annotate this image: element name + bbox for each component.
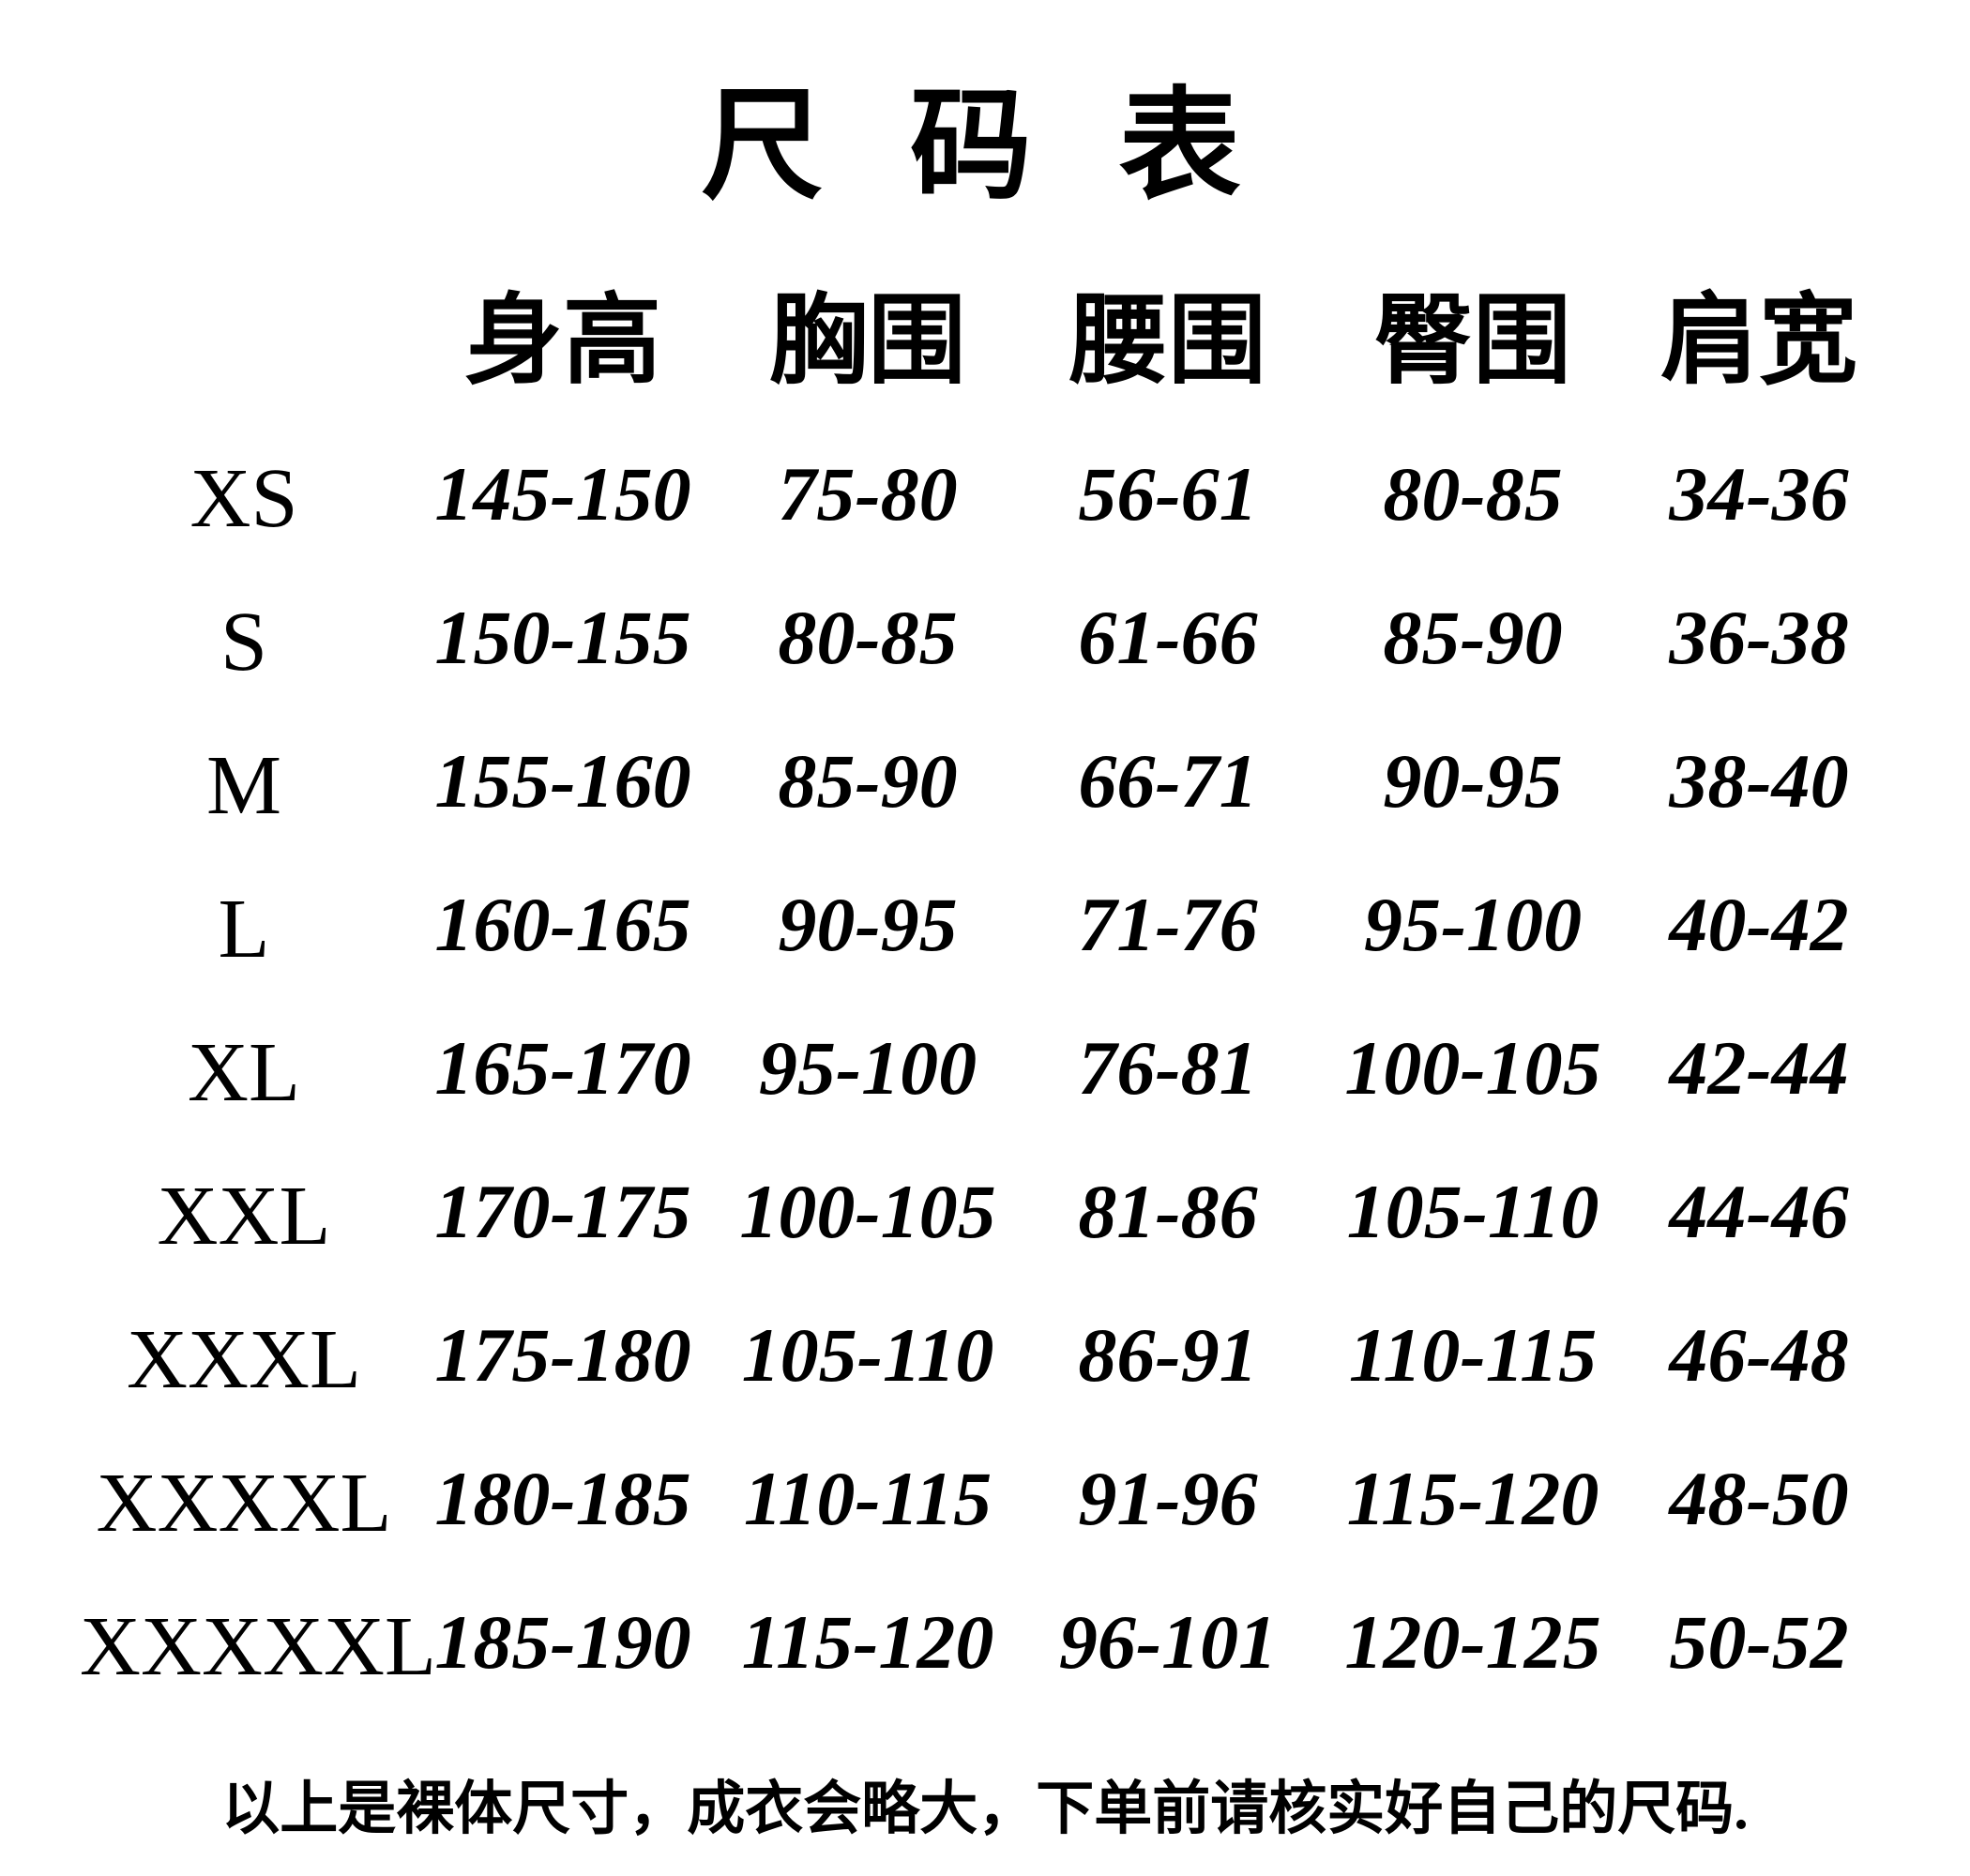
data-cell-shoulder: 40-42 — [1628, 881, 1890, 977]
size-label: XXL — [80, 1168, 408, 1264]
size-label: S — [80, 594, 408, 690]
data-cell-height: 145-150 — [408, 450, 718, 547]
data-cell-height: 160-165 — [408, 881, 718, 977]
page-title: 尺 码 表 — [56, 47, 1914, 223]
data-cell-chest: 105-110 — [718, 1311, 1018, 1408]
data-cell-waist: 66-71 — [1018, 737, 1318, 834]
data-cell-hip: 85-90 — [1318, 594, 1628, 690]
header-cell-shoulder: 肩宽 — [1628, 261, 1890, 403]
data-cell-shoulder: 48-50 — [1628, 1455, 1890, 1551]
data-cell-waist: 86-91 — [1018, 1311, 1318, 1408]
data-cell-hip: 120-125 — [1318, 1598, 1628, 1695]
data-cell-hip: 90-95 — [1318, 737, 1628, 834]
data-cell-shoulder: 42-44 — [1628, 1024, 1890, 1121]
footer-note: 以上是裸体尺寸，成衣会略大，下单前请核实好自己的尺码. — [56, 1761, 1914, 1845]
size-label: L — [80, 881, 408, 977]
data-cell-chest: 90-95 — [718, 881, 1018, 977]
data-cell-height: 155-160 — [408, 737, 718, 834]
data-cell-shoulder: 38-40 — [1628, 737, 1890, 834]
header-cell-height: 身高 — [408, 261, 718, 403]
data-cell-chest: 80-85 — [718, 594, 1018, 690]
data-cell-height: 180-185 — [408, 1455, 718, 1551]
header-cell-chest: 胸围 — [718, 261, 1018, 403]
data-cell-height: 150-155 — [408, 594, 718, 690]
data-cell-shoulder: 50-52 — [1628, 1598, 1890, 1695]
data-cell-chest: 110-115 — [718, 1455, 1018, 1551]
data-cell-hip: 80-85 — [1318, 450, 1628, 547]
data-cell-chest: 115-120 — [718, 1598, 1018, 1695]
data-cell-shoulder: 34-36 — [1628, 450, 1890, 547]
size-label: XS — [80, 450, 408, 547]
header-cell-blank — [80, 261, 408, 403]
data-cell-height: 170-175 — [408, 1168, 718, 1264]
data-cell-waist: 61-66 — [1018, 594, 1318, 690]
size-label: XL — [80, 1024, 408, 1121]
data-cell-hip: 110-115 — [1318, 1311, 1628, 1408]
data-cell-waist: 96-101 — [1018, 1598, 1318, 1695]
data-cell-waist: 71-76 — [1018, 881, 1318, 977]
data-cell-height: 185-190 — [408, 1598, 718, 1695]
data-cell-hip: 95-100 — [1318, 881, 1628, 977]
data-cell-height: 175-180 — [408, 1311, 718, 1408]
data-cell-hip: 115-120 — [1318, 1455, 1628, 1551]
data-cell-shoulder: 36-38 — [1628, 594, 1890, 690]
data-cell-waist: 56-61 — [1018, 450, 1318, 547]
data-cell-height: 165-170 — [408, 1024, 718, 1121]
data-cell-shoulder: 46-48 — [1628, 1311, 1890, 1408]
data-cell-hip: 105-110 — [1318, 1168, 1628, 1264]
data-cell-waist: 81-86 — [1018, 1168, 1318, 1264]
data-cell-chest: 75-80 — [718, 450, 1018, 547]
data-cell-chest: 85-90 — [718, 737, 1018, 834]
data-cell-chest: 95-100 — [718, 1024, 1018, 1121]
size-label: M — [80, 737, 408, 834]
size-label: XXXXL — [80, 1455, 408, 1551]
data-cell-waist: 91-96 — [1018, 1455, 1318, 1551]
data-cell-hip: 100-105 — [1318, 1024, 1628, 1121]
data-cell-chest: 100-105 — [718, 1168, 1018, 1264]
size-chart-table: 身高 胸围 腰围 臀围 肩宽 XS 145-150 75-80 56-61 80… — [80, 261, 1890, 1695]
size-label: XXXL — [80, 1311, 408, 1408]
data-cell-shoulder: 44-46 — [1628, 1168, 1890, 1264]
header-cell-waist: 腰围 — [1018, 261, 1318, 403]
data-cell-waist: 76-81 — [1018, 1024, 1318, 1121]
header-cell-hip: 臀围 — [1318, 261, 1628, 403]
size-label: XXXXXL — [80, 1598, 408, 1695]
